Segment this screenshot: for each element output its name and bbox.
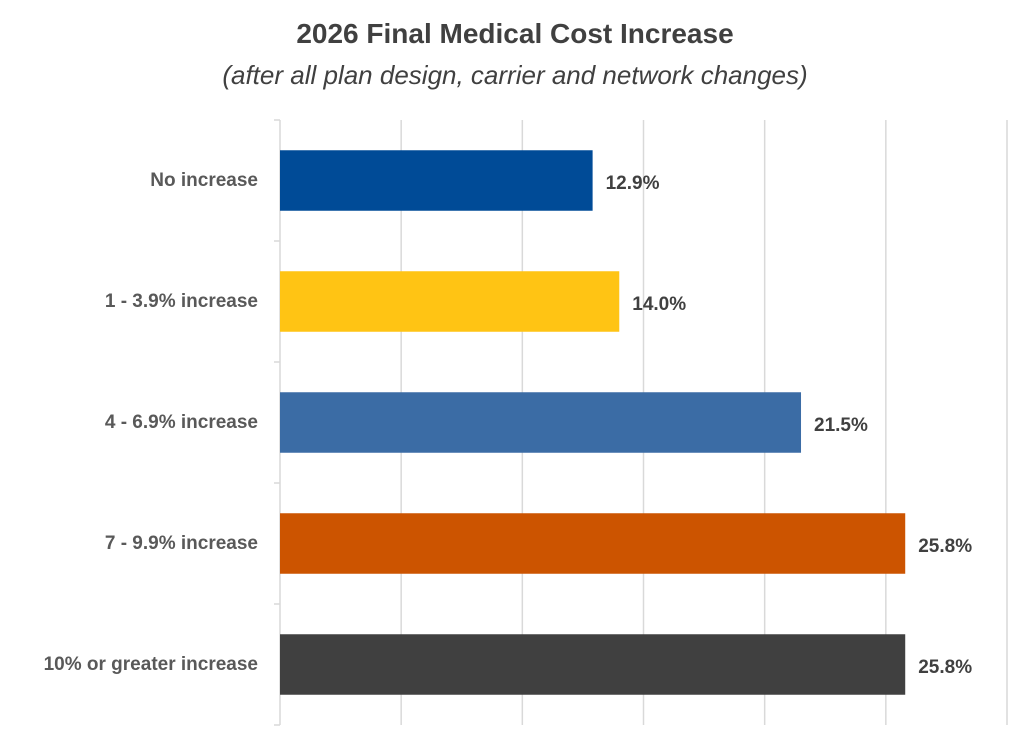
data-label: 12.9% [606, 173, 660, 194]
bar [280, 150, 593, 211]
category-axis [274, 119, 281, 726]
data-label: 25.8% [918, 536, 972, 557]
bar [280, 634, 906, 695]
bar [280, 392, 802, 453]
data-label: 14.0% [632, 294, 686, 315]
category-label: 1 - 3.9% increase [105, 291, 258, 312]
data-label: 25.8% [918, 657, 972, 678]
bar [280, 513, 906, 574]
category-label: 4 - 6.9% increase [105, 412, 258, 433]
category-label: No increase [150, 170, 258, 191]
category-label: 7 - 9.9% increase [105, 533, 258, 554]
chart-subtitle: (after all plan design, carrier and netw… [222, 60, 808, 90]
labels: No increase 12.9% 1 - 3.9% increase 14.0% 4 … [44, 170, 973, 678]
data-label: 21.5% [814, 415, 868, 436]
bar [280, 271, 620, 332]
category-label: 10% or greater increase [44, 654, 258, 675]
chart-title: 2026 Final Medical Cost Increase [296, 18, 734, 49]
bars [280, 150, 906, 695]
